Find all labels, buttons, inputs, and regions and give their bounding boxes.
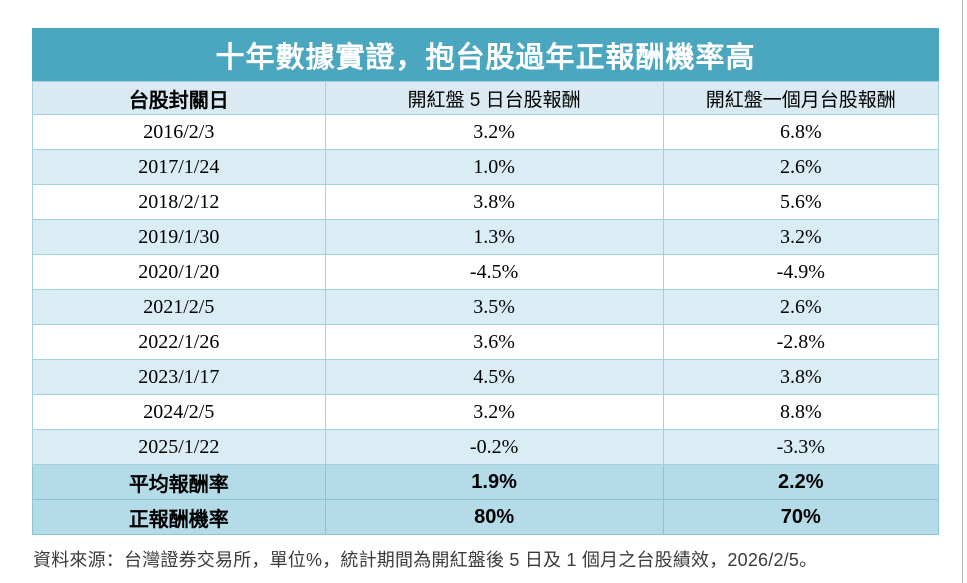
table-row: 2023/1/17 4.5% 3.8% [32,359,940,395]
table-cell: 80% [324,499,664,535]
table-cell: 8.8% [662,394,940,430]
table-cell: 2021/2/5 [32,289,326,325]
table-cell: 2024/2/5 [32,394,326,430]
table-cell: 1.9% [324,464,664,500]
summary-row: 平均報酬率 1.9% 2.2% [32,464,940,500]
table-row: 2024/2/5 3.2% 8.8% [32,394,940,430]
table-cell: 2.6% [662,289,940,325]
table-cell: 2018/2/12 [32,184,326,220]
table-cell: 2017/1/24 [32,149,326,185]
return-table: 十年數據實證，抱台股過年正報酬機率高 台股封關日 開紅盤 5 日台股報酬 開紅盤… [32,28,940,535]
table-cell: 2.2% [662,464,940,500]
source-note: 資料來源：台灣證券交易所，單位%，統計期間為開紅盤後 5 日及 1 個月之台股績… [33,550,818,570]
table-cell: 2019/1/30 [32,219,326,255]
table-cell: 3.8% [324,184,664,220]
column-header-close-date: 台股封關日 [32,81,326,115]
table-row: 2019/1/30 1.3% 3.2% [32,219,940,255]
table-row: 2025/1/22 -0.2% -3.3% [32,429,940,465]
table-cell: 2025/1/22 [32,429,326,465]
table-row: 2020/1/20 -4.5% -4.9% [32,254,940,290]
table-cell: 2020/1/20 [32,254,326,290]
table-cell: 2023/1/17 [32,359,326,395]
table-row: 2022/1/26 3.6% -2.8% [32,324,940,360]
table-cell: 5.6% [662,184,940,220]
table-cell: 2022/1/26 [32,324,326,360]
column-header-5day-return: 開紅盤 5 日台股報酬 [324,81,664,115]
table-header-row: 台股封關日 開紅盤 5 日台股報酬 開紅盤一個月台股報酬 [32,81,940,115]
table-cell: 3.2% [662,219,940,255]
page-border [962,0,963,583]
table-row: 2017/1/24 1.0% 2.6% [32,149,940,185]
summary-row: 正報酬機率 80% 70% [32,499,940,535]
table-cell: 平均報酬率 [32,464,326,500]
table-cell: -2.8% [662,324,940,360]
table-cell: 3.2% [324,394,664,430]
column-header-1month-return: 開紅盤一個月台股報酬 [662,81,940,115]
table-body: 台股封關日 開紅盤 5 日台股報酬 開紅盤一個月台股報酬 2016/2/3 3.2… [32,81,940,535]
table-cell: 6.8% [662,114,940,150]
table-cell: -0.2% [324,429,664,465]
table-cell: 3.2% [324,114,664,150]
table-cell: 3.8% [662,359,940,395]
table-cell: 4.5% [324,359,664,395]
table-cell: 正報酬機率 [32,499,326,535]
table-cell: 3.6% [324,324,664,360]
table-row: 2018/2/12 3.8% 5.6% [32,184,940,220]
table-row: 2016/2/3 3.2% 6.8% [32,114,940,150]
table-cell: 70% [662,499,940,535]
table-cell: -4.5% [324,254,664,290]
table-cell: 1.3% [324,219,664,255]
table-cell: -4.9% [662,254,940,290]
table-row: 2021/2/5 3.5% 2.6% [32,289,940,325]
table-title: 十年數據實證，抱台股過年正報酬機率高 [32,28,939,81]
table-cell: 3.5% [324,289,664,325]
table-cell: 2016/2/3 [32,114,326,150]
table-cell: -3.3% [662,429,940,465]
table-cell: 2.6% [662,149,940,185]
data-table: 台股封關日 開紅盤 5 日台股報酬 開紅盤一個月台股報酬 2016/2/3 3.2… [32,81,940,535]
table-cell: 1.0% [324,149,664,185]
